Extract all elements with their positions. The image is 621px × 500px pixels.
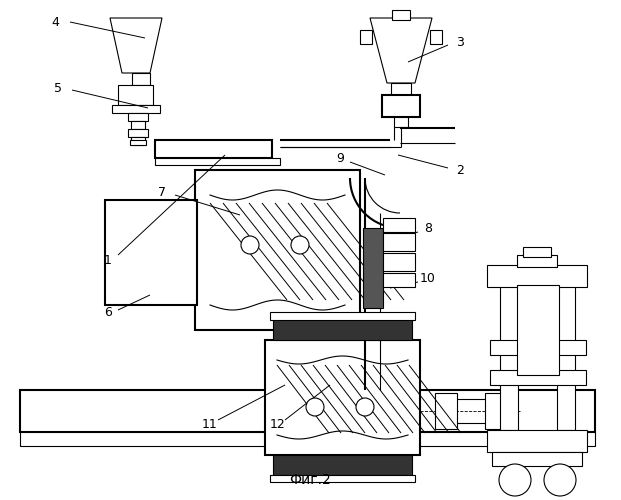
Bar: [20, 390, 595, 432]
Text: 4: 4: [51, 16, 59, 28]
Bar: [557, 285, 575, 430]
Bar: [360, 30, 372, 44]
Text: 10: 10: [420, 272, 436, 284]
Bar: [270, 475, 415, 482]
Bar: [487, 430, 587, 452]
Polygon shape: [110, 18, 162, 73]
Circle shape: [241, 236, 259, 254]
Text: 11: 11: [202, 418, 218, 430]
Bar: [517, 285, 559, 375]
Bar: [155, 158, 280, 165]
Bar: [131, 121, 145, 129]
Text: 7: 7: [158, 186, 166, 198]
Circle shape: [499, 464, 531, 496]
Bar: [363, 228, 383, 308]
Bar: [131, 137, 145, 145]
Bar: [490, 370, 586, 385]
Bar: [128, 129, 148, 137]
Bar: [500, 285, 518, 430]
Bar: [383, 273, 415, 287]
Bar: [383, 233, 415, 251]
Bar: [118, 85, 153, 105]
Bar: [195, 170, 360, 330]
Text: 5: 5: [54, 82, 62, 94]
Circle shape: [291, 236, 309, 254]
Circle shape: [544, 464, 576, 496]
Bar: [112, 105, 160, 113]
Text: 8: 8: [424, 222, 432, 234]
Text: 3: 3: [456, 36, 464, 49]
Bar: [265, 340, 420, 455]
Bar: [382, 95, 420, 117]
Text: 6: 6: [104, 306, 112, 320]
Text: Фиг.2: Фиг.2: [289, 473, 331, 487]
Bar: [490, 340, 586, 355]
Bar: [132, 73, 150, 85]
Bar: [517, 255, 557, 267]
Bar: [487, 265, 587, 287]
Bar: [128, 113, 148, 121]
Bar: [394, 117, 408, 127]
Text: 9: 9: [336, 152, 344, 164]
Text: 1: 1: [104, 254, 112, 266]
Bar: [435, 393, 457, 429]
Text: 12: 12: [270, 418, 286, 430]
Bar: [155, 140, 272, 158]
Bar: [270, 312, 415, 320]
Bar: [130, 140, 146, 145]
Bar: [273, 318, 412, 340]
Bar: [20, 432, 595, 446]
Bar: [430, 30, 442, 44]
Circle shape: [356, 398, 374, 416]
Polygon shape: [370, 18, 432, 83]
Bar: [105, 200, 197, 305]
Bar: [392, 10, 410, 20]
Bar: [273, 455, 412, 475]
Circle shape: [306, 398, 324, 416]
Bar: [383, 253, 415, 271]
Text: 2: 2: [456, 164, 464, 176]
Bar: [383, 218, 415, 232]
Bar: [523, 247, 551, 257]
Bar: [492, 452, 582, 466]
Bar: [485, 393, 507, 429]
Bar: [391, 83, 411, 95]
